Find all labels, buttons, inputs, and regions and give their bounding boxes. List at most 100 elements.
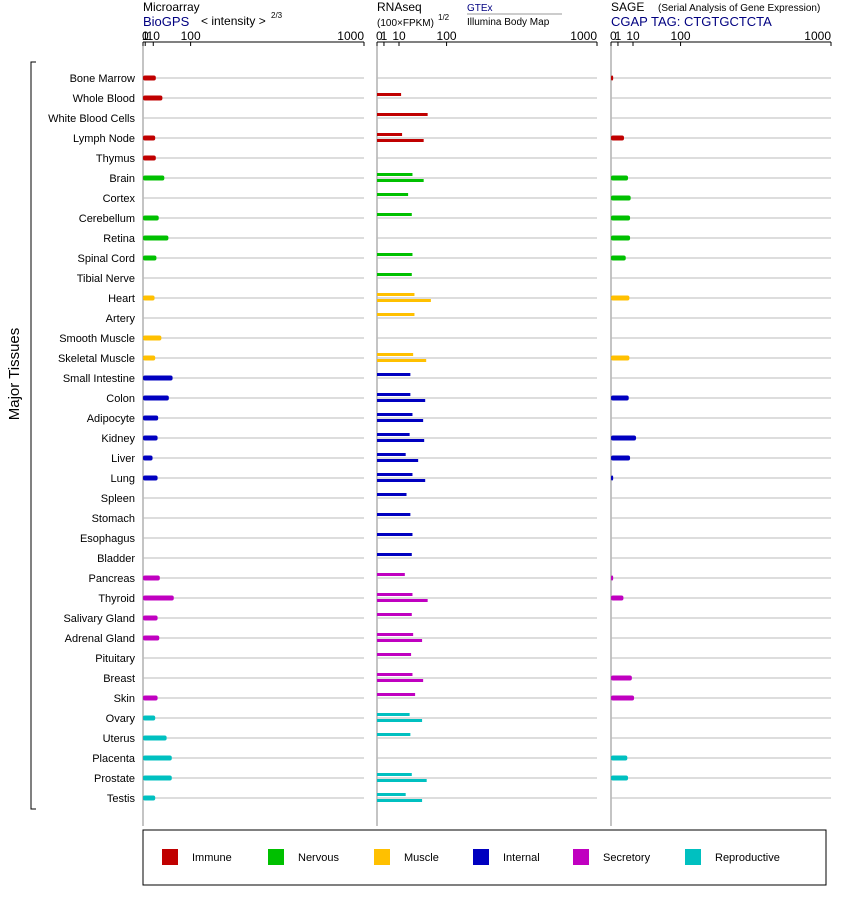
rnaseq-title: RNAseq [377,0,422,14]
microarray-unit-exponent: 2/3 [271,11,283,20]
rnaseq-gtex-bar [377,353,414,356]
sage-bar [611,175,629,181]
gtex-link[interactable]: GTEx [467,3,493,14]
sage-title-note: (Serial Analysis of Gene Expression) [658,3,820,14]
microarray-bar [143,235,169,241]
microarray-bar [143,635,160,641]
rnaseq-ibm-bar [377,679,424,682]
category-label: Esophagus [80,533,136,545]
rnaseq-gtex-bar [377,513,411,516]
category-label: Skeletal Muscle [58,353,135,365]
rnaseq-gtex-bar [377,253,413,256]
sage-bar [611,455,631,461]
microarray-bar [143,575,160,581]
microarray-tick-label: 10 [147,29,161,43]
sage-bar [611,235,631,241]
microarray-bar [143,355,156,361]
sage-bar [611,135,625,141]
rnaseq-gtex-bar [377,113,428,116]
category-label: Kidney [101,433,135,445]
category-label: Small Intestine [63,373,135,385]
category-label: Retina [103,233,136,245]
category-labels-layer: Bone Marrow Whole Blood White Blood Cells L… [48,73,136,805]
sage-tick-label: 0 [610,29,617,43]
category-label: Spleen [101,493,135,505]
microarray-bar [143,295,155,301]
category-label: Thymus [96,153,136,165]
rnaseq-gtex-bar [377,413,413,416]
rnaseq-ibm-bar [377,299,431,302]
illumina-body-map-label: Illumina Body Map [467,17,550,28]
microarray-bar [143,715,156,721]
category-label: Cortex [103,193,136,205]
microarray-bar [143,755,172,761]
legend-swatch-secretory [573,849,589,865]
rnaseq-gtex-bar [377,733,411,736]
sage-bar [611,435,637,441]
category-label: Lymph Node [73,133,135,145]
category-label: Salivary Gland [63,613,135,625]
rnaseq-ibm-bar [377,639,423,642]
microarray-bar [143,335,162,341]
category-label: Uterus [103,733,136,745]
microarray-bar [143,735,167,741]
rnaseq-ibm-bar [377,599,428,602]
legend: Immune Nervous Muscle Internal Secretory Repr… [162,849,780,865]
sage-tick-label: 1 [615,29,622,43]
microarray-bar [143,255,157,261]
microarray-bar [143,215,159,221]
microarray-bar [143,415,159,421]
rnaseq-gtex-bar [377,173,413,176]
rnaseq-gtex-bar [377,133,403,136]
rnaseq-gtex-bar [377,713,410,716]
rnaseq-ibm-bar [377,139,424,142]
rnaseq-ibm-bar [377,419,424,422]
category-label: Cerebellum [79,213,135,225]
rnaseq-gtex-bar [377,593,413,596]
rnaseq-gtex-bar [377,573,405,576]
category-label: Liver [111,453,135,465]
rnaseq-gtex-bar [377,613,412,616]
microarray-bar [143,375,173,381]
category-label: Placenta [92,753,136,765]
rnaseq-ibm-bar [377,799,423,802]
rnaseq-gtex-bar [377,473,413,476]
category-label: Pituitary [95,653,135,665]
microarray-tick-label: 0 [142,29,149,43]
microarray-bar [143,135,156,141]
microarray-bar [143,595,174,601]
microarray-bar [143,775,172,781]
rnaseq-gtex-bar [377,533,413,536]
rnaseq-gtex-bar [377,273,412,276]
rnaseq-gtex-bar [377,773,412,776]
sage-title: SAGE [611,0,644,14]
sage-bar [611,355,630,361]
biogps-link[interactable]: BioGPS [143,14,190,29]
legend-label-internal: Internal [503,852,540,864]
rnaseq-gtex-bar [377,213,412,216]
rnaseq-unit-label: (100×FPKM) [377,18,434,29]
category-label: Heart [108,293,135,305]
sage-bar [611,595,624,601]
sage-tick-label: 1000 [804,29,831,43]
rnaseq-ibm-bar [377,439,425,442]
rnaseq-tick-label: 10 [392,29,406,43]
microarray-bar [143,95,163,101]
category-label: Spinal Cord [78,253,135,265]
legend-label-nervous: Nervous [298,852,339,864]
bars-layer [143,75,637,802]
category-label: Prostate [94,773,135,785]
rnaseq-gtex-bar [377,373,411,376]
rnaseq-tick-label: 0 [376,29,383,43]
rnaseq-gtex-bar [377,673,413,676]
rnaseq-gtex-bar [377,653,412,656]
legend-swatch-reproductive [685,849,701,865]
microarray-bar [143,435,158,441]
cgap-tag-link[interactable]: CGAP TAG: CTGTGCTCTA [611,14,772,29]
sage-bar [611,755,628,761]
category-label: Smooth Muscle [59,333,135,345]
rnaseq-ibm-bar [377,479,426,482]
tissue-bracket [30,61,36,810]
rnaseq-gtex-bar [377,553,412,556]
